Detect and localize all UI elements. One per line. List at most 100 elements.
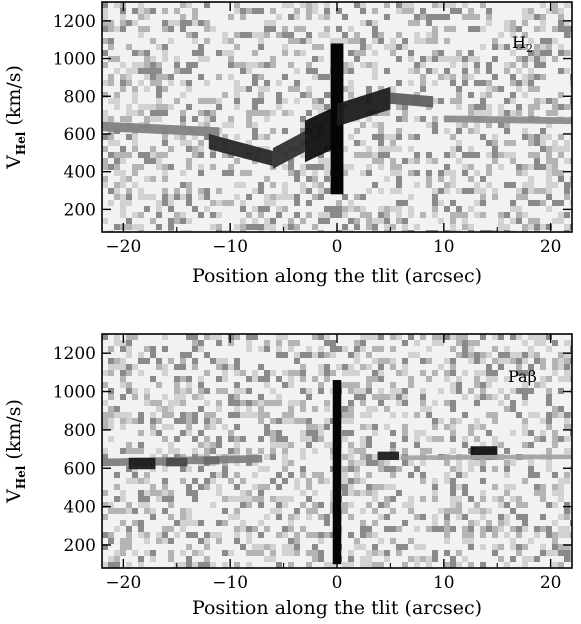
noise-cell [354,218,360,224]
noise-cell [522,224,528,230]
noise-cell [390,334,396,340]
noise-cell [534,200,540,206]
noise-cell [426,14,432,20]
noise-cell [324,32,330,38]
noise-cell [144,508,150,514]
noise-cell [354,544,360,550]
noise-cell [264,430,270,436]
noise-cell [492,44,498,50]
noise-cell [204,80,210,86]
noise-cell [108,412,114,418]
noise-cell [372,32,378,38]
noise-cell [330,340,336,346]
noise-cell [336,8,342,14]
noise-cell [426,122,432,128]
noise-cell [504,152,510,158]
noise-cell [384,218,390,224]
noise-cell [492,334,498,340]
noise-cell [348,430,354,436]
noise-cell [546,38,552,44]
noise-cell [210,418,216,424]
noise-cell [420,388,426,394]
noise-cell [570,550,572,556]
noise-cell [126,418,132,424]
noise-cell [558,406,564,412]
noise-cell [294,212,300,218]
noise-cell [492,412,498,418]
noise-cell [288,550,294,556]
noise-cell [564,424,570,430]
noise-cell [366,218,372,224]
noise-cell [396,128,402,134]
noise-cell [348,466,354,472]
noise-cell [546,176,552,182]
noise-cell [546,334,552,340]
noise-cell [468,466,474,472]
noise-cell [396,134,402,140]
noise-cell [552,358,558,364]
noise-cell [396,104,402,110]
noise-cell [474,110,480,116]
noise-cell [150,346,156,352]
noise-cell [396,490,402,496]
noise-cell [126,110,132,116]
noise-cell [432,230,438,232]
noise-cell [552,98,558,104]
noise-cell [402,104,408,110]
noise-cell [246,68,252,74]
noise-cell [288,170,294,176]
noise-cell [156,152,162,158]
noise-cell [438,508,444,514]
noise-cell [360,424,366,430]
noise-cell [498,556,504,562]
noise-cell [306,562,312,568]
noise-cell [522,526,528,532]
noise-cell [306,62,312,68]
noise-cell [222,466,228,472]
noise-cell [480,26,486,32]
noise-cell [204,532,210,538]
noise-cell [264,26,270,32]
noise-cell [120,158,126,164]
noise-cell [264,20,270,26]
noise-cell [366,364,372,370]
noise-cell [384,460,390,466]
noise-cell [324,442,330,448]
noise-cell [504,376,510,382]
noise-cell [570,32,572,38]
noise-cell [426,20,432,26]
noise-cell [366,424,372,430]
noise-cell [516,206,522,212]
noise-cell [342,224,348,230]
noise-cell [438,218,444,224]
noise-cell [480,526,486,532]
noise-cell [402,340,408,346]
noise-cell [294,86,300,92]
noise-cell [522,358,528,364]
noise-cell [456,388,462,394]
noise-cell [306,424,312,430]
noise-cell [246,8,252,14]
noise-cell [300,170,306,176]
noise-cell [336,364,342,370]
noise-cell [468,188,474,194]
noise-cell [240,224,246,230]
noise-cell [264,80,270,86]
noise-cell [192,448,198,454]
noise-cell [546,412,552,418]
noise-cell [378,32,384,38]
noise-cell [120,496,126,502]
noise-cell [312,224,318,230]
noise-cell [258,400,264,406]
noise-cell [372,134,378,140]
noise-cell [204,352,210,358]
noise-cell [474,418,480,424]
panel-pab-ylabel-sub: Hel [14,465,28,489]
noise-cell [516,526,522,532]
noise-cell [414,116,420,122]
noise-cell [528,8,534,14]
noise-cell [492,140,498,146]
noise-cell [354,56,360,62]
noise-cell [324,170,330,176]
noise-cell [498,442,504,448]
